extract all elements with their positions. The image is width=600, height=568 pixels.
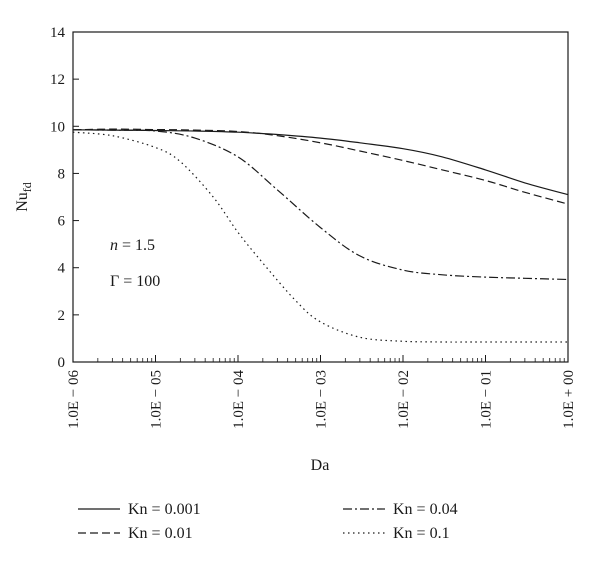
legend: Kn = 0.001 Kn = 0.01 Kn = 0.04 Kn = 0.1 — [78, 501, 458, 542]
x-tick-label: 1.0E + 00 — [561, 370, 577, 429]
y-tick-label: 2 — [58, 308, 66, 324]
series-line-1 — [72, 129, 569, 196]
x-axis: 1.0E − 06 1.0E − 05 1.0E − 04 1.0E − 03 1.0E… — [66, 355, 577, 429]
y-tick-label: 8 — [58, 166, 66, 182]
plot-frame — [72, 31, 569, 363]
annotation-n: n = 1.5 — [110, 237, 155, 254]
legend-label-1: Kn = 0.001 — [128, 501, 201, 518]
x-tick-label: 1.0E − 03 — [314, 370, 330, 429]
x-tick-label: 1.0E − 01 — [479, 370, 495, 429]
x-tick-label: 1.0E − 04 — [231, 370, 247, 429]
y-tick-label: 0 — [58, 355, 66, 371]
y-axis: 0 2 4 6 8 10 12 14 — [50, 25, 79, 371]
series-line-2 — [72, 128, 569, 205]
y-axis-title: Nufd — [14, 182, 34, 212]
y-axis-title-subscript: fd — [20, 182, 34, 192]
x-axis-title: Da — [311, 457, 330, 474]
annotation-gamma: Γ = 100 — [110, 273, 160, 290]
series-layer — [72, 128, 569, 343]
x-tick-label: 1.0E − 06 — [66, 370, 82, 429]
y-tick-label: 14 — [50, 25, 66, 41]
annotation-gamma-var: Γ — [110, 273, 119, 290]
legend-label-3: Kn = 0.04 — [393, 501, 458, 518]
series-line-3 — [72, 129, 569, 281]
annotation-n-value: = 1.5 — [118, 237, 155, 254]
x-tick-label: 1.0E − 02 — [396, 370, 412, 429]
legend-label-4: Kn = 0.1 — [393, 525, 450, 542]
legend-label-2: Kn = 0.01 — [128, 525, 193, 542]
y-axis-title-main: Nu — [14, 192, 31, 212]
y-tick-label: 6 — [58, 214, 66, 230]
series-line-4 — [72, 131, 568, 343]
y-tick-label: 4 — [58, 261, 66, 277]
x-tick-label: 1.0E − 05 — [149, 370, 165, 429]
plot-area — [72, 31, 569, 363]
annotation-gamma-value: = 100 — [119, 273, 160, 290]
y-tick-label: 10 — [50, 119, 65, 135]
annotation-n-var: n — [110, 237, 118, 254]
y-tick-label: 12 — [50, 72, 65, 88]
